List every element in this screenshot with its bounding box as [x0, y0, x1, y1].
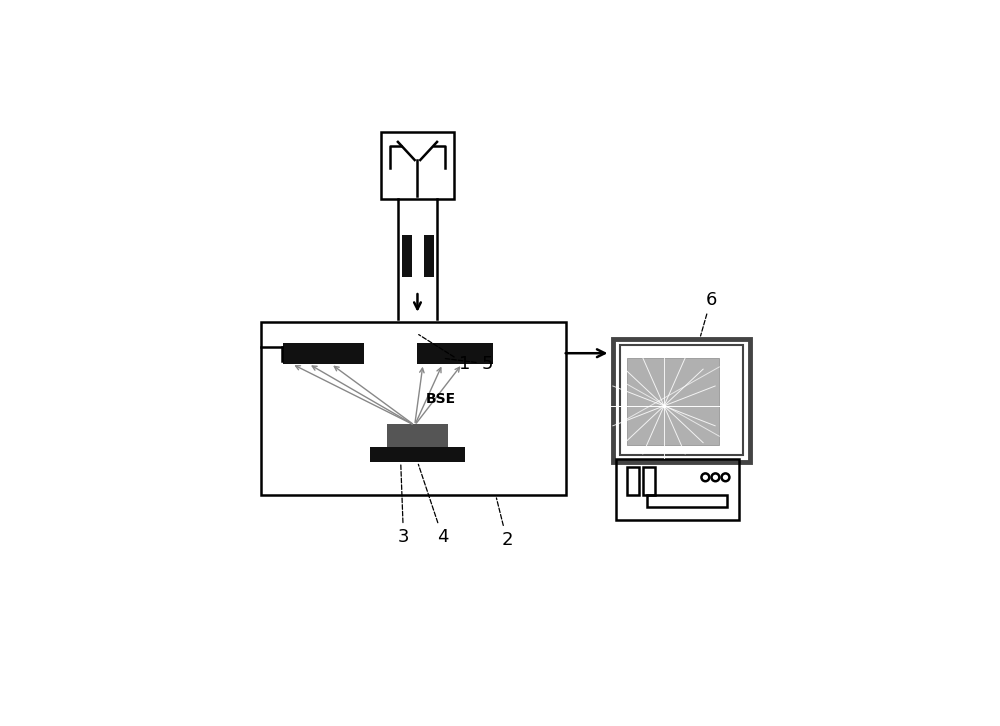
Text: 3: 3: [398, 465, 409, 546]
Bar: [616, 459, 739, 521]
Text: 6: 6: [701, 290, 717, 336]
Bar: [283, 343, 364, 364]
Bar: [647, 494, 727, 507]
Bar: [424, 235, 434, 277]
Bar: [402, 235, 412, 277]
Bar: [627, 467, 639, 494]
Bar: [387, 424, 448, 448]
Bar: [370, 447, 465, 462]
Bar: [620, 346, 743, 455]
Bar: [381, 132, 454, 199]
Text: BSE: BSE: [426, 392, 456, 406]
Text: 4: 4: [418, 465, 448, 546]
Bar: [261, 322, 566, 495]
Bar: [627, 358, 719, 445]
Bar: [643, 467, 655, 494]
Text: 5: 5: [445, 355, 493, 373]
Bar: [613, 338, 750, 462]
Text: 1: 1: [419, 335, 471, 373]
Text: 2: 2: [496, 498, 513, 549]
Bar: [417, 343, 493, 364]
